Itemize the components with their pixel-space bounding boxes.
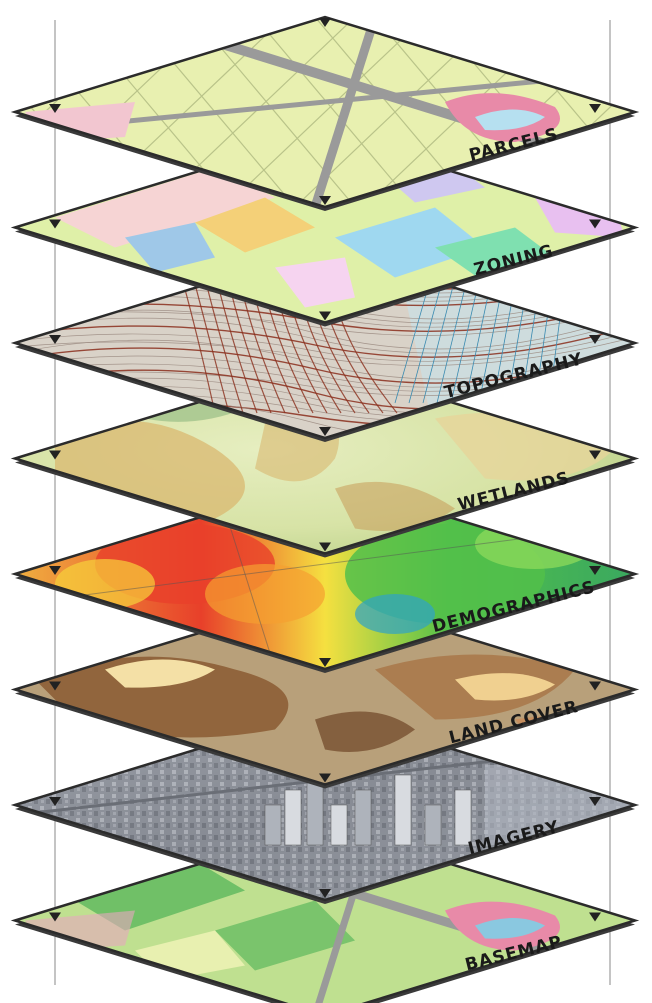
layer-anchor-marker — [319, 658, 331, 667]
layer-anchor-marker — [49, 219, 61, 229]
layer-anchor-marker — [319, 773, 331, 783]
layer-anchor-marker — [589, 566, 601, 575]
layer-anchor-marker — [49, 450, 61, 460]
layer-anchor-marker — [589, 797, 601, 806]
layer-anchor-marker — [589, 681, 601, 691]
map-layer-parcels: PARCELS — [10, 15, 640, 211]
layer-anchor-marker — [589, 104, 601, 113]
layer-anchor-marker — [319, 542, 331, 552]
layer-anchor-marker — [589, 912, 601, 922]
layer-anchor-marker — [49, 797, 61, 806]
layer-anchor-marker — [319, 18, 331, 27]
layer-anchor-marker — [319, 427, 331, 436]
layer-anchor-marker — [49, 104, 61, 113]
layer-anchor-marker — [589, 335, 601, 344]
layer-anchor-marker — [49, 912, 61, 922]
layer-anchor-marker — [49, 335, 61, 344]
layer-anchor-marker — [319, 889, 331, 898]
layer-anchor-marker — [319, 196, 331, 205]
layer-anchor-marker — [589, 219, 601, 229]
layer-anchor-marker — [49, 681, 61, 691]
layer-anchor-marker — [49, 566, 61, 575]
layer-anchor-marker — [319, 311, 331, 321]
layer-frame — [10, 15, 640, 209]
layer-anchor-marker — [589, 450, 601, 460]
